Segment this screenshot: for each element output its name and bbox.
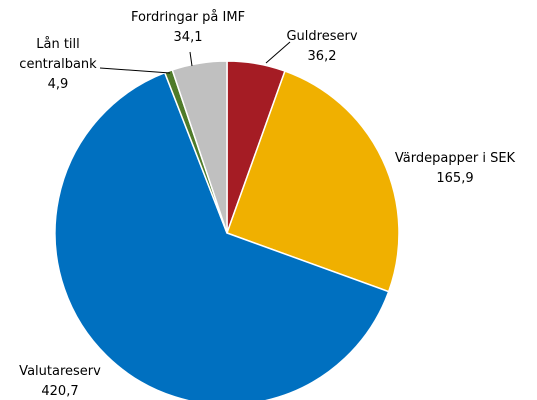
category-label: Lån till centralbank xyxy=(19,37,97,72)
leader-line xyxy=(99,67,171,74)
pie-slice xyxy=(226,70,400,293)
value-label: 34,1 xyxy=(173,30,203,45)
pie-slice xyxy=(54,71,390,400)
category-label: Valutareserv xyxy=(19,364,101,379)
category-label: Fordringar på IMF xyxy=(130,10,246,25)
category-label: Guldreserv xyxy=(286,29,358,44)
category-label: Värdepapper i SEK xyxy=(394,151,516,166)
leader-line xyxy=(189,51,193,67)
value-label: 4,9 xyxy=(47,77,69,92)
slice-label: Valutareserv 420,7 xyxy=(19,362,101,400)
value-label: 165,9 xyxy=(436,171,474,186)
value-label: 36,2 xyxy=(307,49,337,64)
slice-label: Fordringar på IMF 34,1 xyxy=(131,8,245,48)
value-label: 420,7 xyxy=(41,384,79,399)
slice-label: Guldreserv 36,2 xyxy=(286,27,357,67)
slice-label: Värdepapper i SEK 165,9 xyxy=(395,149,515,189)
leader-line xyxy=(265,41,291,64)
slice-label: Lån till centralbank 4,9 xyxy=(13,35,103,95)
pie-slice xyxy=(171,60,228,234)
